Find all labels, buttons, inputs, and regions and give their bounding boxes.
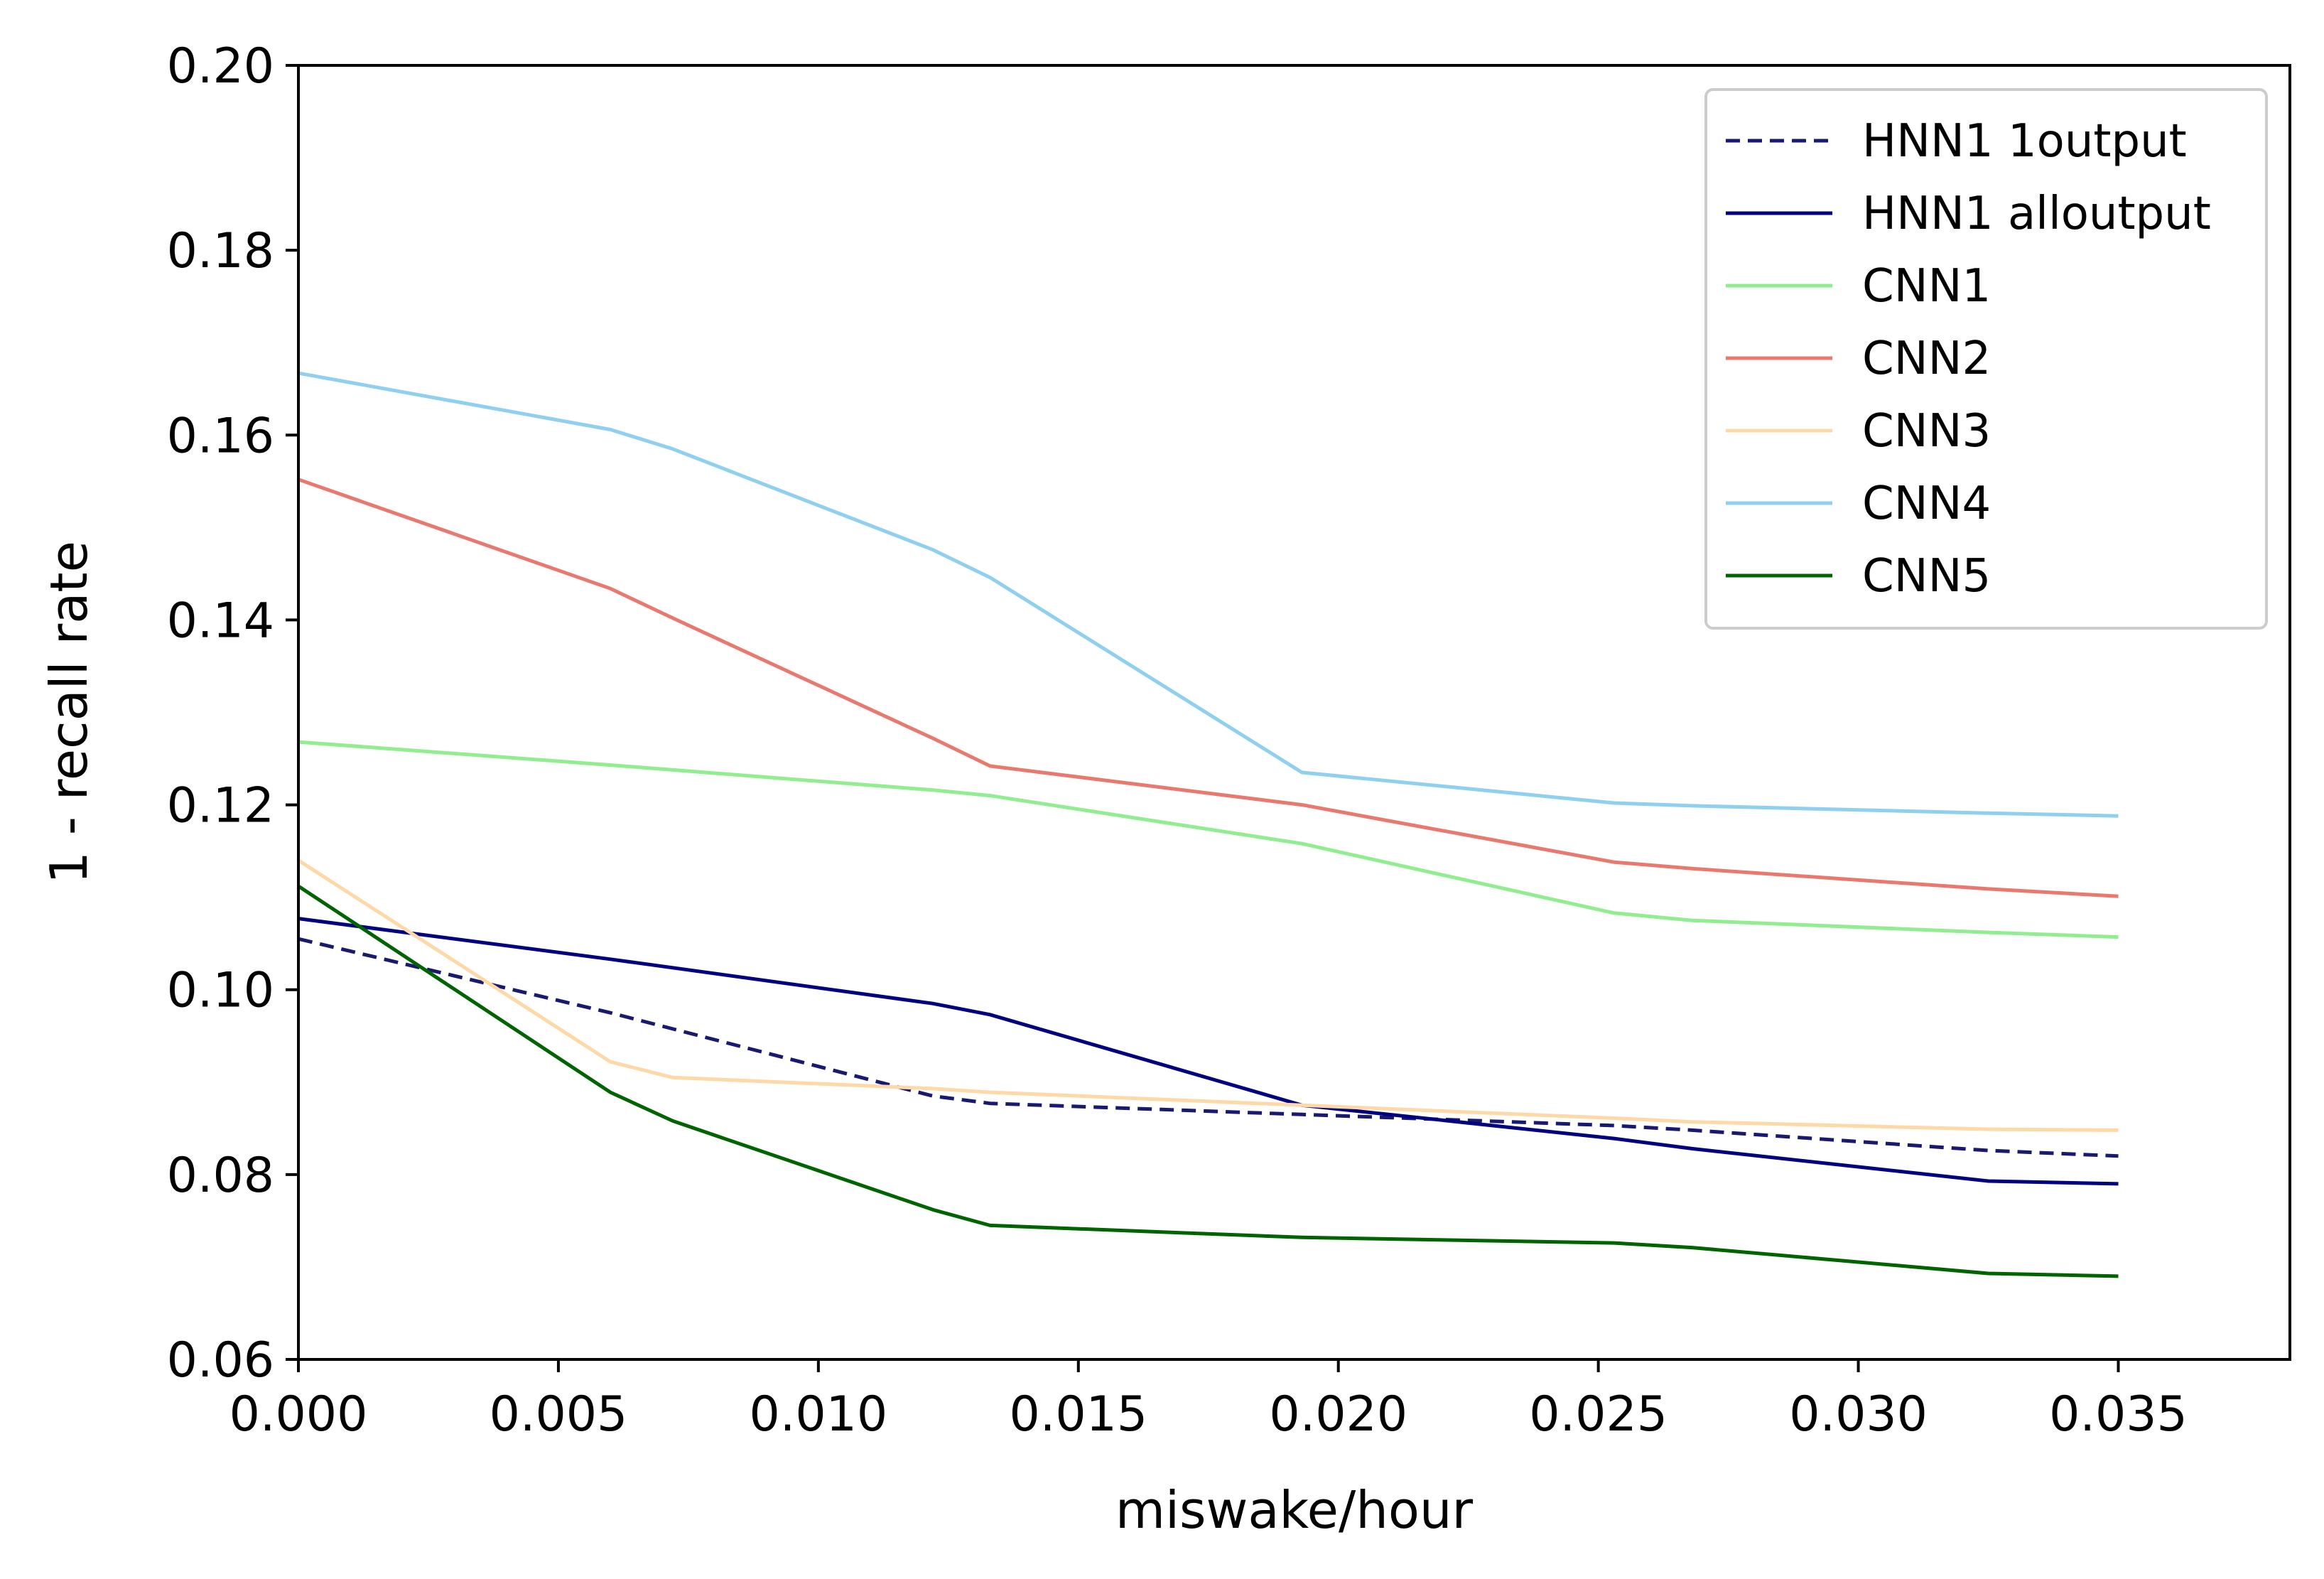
x-tick-label: 0.025: [1529, 1386, 1668, 1443]
legend-label-0: HNN1 1output: [1862, 115, 2187, 168]
y-tick-label: 0.10: [167, 963, 274, 1019]
x-tick-label: 0.005: [490, 1386, 628, 1443]
series-layer: [297, 371, 2119, 1278]
y-axis-label: 1 - recall rate: [39, 541, 99, 884]
x-tick-label: 0.035: [2049, 1386, 2188, 1443]
series-line-5: [298, 371, 2119, 818]
y-tick-label: 0.14: [167, 593, 274, 649]
legend-label-6: CNN5: [1862, 550, 1991, 603]
x-tick-label: 0.030: [1789, 1386, 1928, 1443]
x-tick-label: 0.020: [1269, 1386, 1407, 1443]
y-tick-label: 0.18: [167, 223, 274, 279]
y-tick-label: 0.12: [167, 778, 274, 834]
plot-frame: [297, 64, 2291, 1361]
y-tick-label: 0.06: [167, 1332, 274, 1389]
legend: HNN1 1output HNN1 alloutput CNN1 CNN2 CNN3 CN…: [1704, 88, 2268, 630]
series-line-2: [298, 740, 2119, 939]
series-line-3: [298, 478, 2119, 898]
legend-label-1: HNN1 alloutput: [1862, 188, 2211, 240]
x-tick-label: 0.010: [750, 1386, 888, 1443]
series-line-0: [298, 937, 2119, 1158]
x-tick-label: 0.015: [1009, 1386, 1147, 1443]
y-tick-label: 0.16: [167, 408, 274, 464]
legend-label-2: CNN1: [1862, 260, 1991, 313]
x-axis-label: miswake/hour: [1115, 1480, 1474, 1540]
legend-box: [1704, 88, 2268, 630]
x-tick-label: 0.000: [229, 1386, 368, 1443]
series-line-6: [297, 884, 2119, 1278]
legend-label-3: CNN2: [1862, 333, 1991, 385]
y-tick-label: 0.08: [167, 1148, 274, 1204]
series-line-4: [297, 858, 2119, 1132]
y-tick-label: 0.20: [167, 38, 274, 95]
axes-layer: 0.000 0.005 0.010 0.015 0.020 0.025 0.030 0.035…: [167, 38, 2291, 1443]
legend-label-4: CNN3: [1862, 405, 1991, 458]
legend-label-5: CNN4: [1862, 478, 1991, 530]
